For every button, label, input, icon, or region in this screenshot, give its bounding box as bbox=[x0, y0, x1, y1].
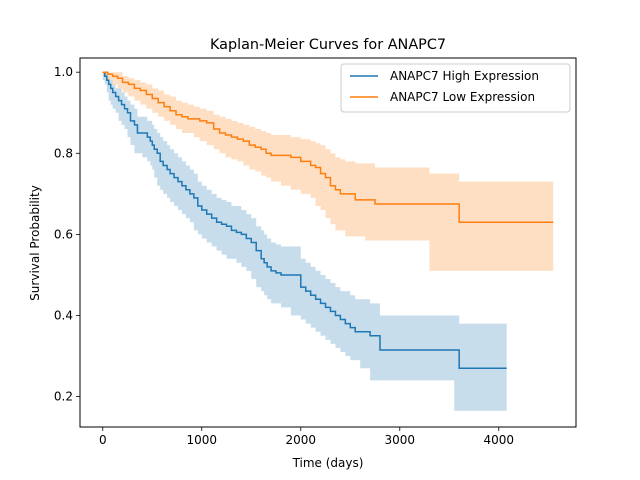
survival-curves bbox=[102, 71, 554, 369]
legend-label-high: ANAPC7 High Expression bbox=[390, 69, 539, 83]
y-tick-label: 1.0 bbox=[54, 65, 73, 79]
y-tick-label: 0.2 bbox=[54, 390, 73, 404]
ci-band-high bbox=[102, 72, 507, 411]
x-tick-label: 2000 bbox=[286, 433, 317, 447]
survival-line-high bbox=[102, 71, 507, 369]
legend-box bbox=[340, 63, 571, 113]
x-tick-label: 4000 bbox=[484, 433, 515, 447]
plot-frame bbox=[79, 57, 577, 428]
x-tick-label: 3000 bbox=[385, 433, 416, 447]
ci-band-low bbox=[102, 72, 554, 271]
y-tick-label: 0.4 bbox=[54, 308, 73, 322]
survival-line-low bbox=[102, 71, 554, 223]
chart-title: Kaplan-Meier Curves for ANAPC7 bbox=[210, 37, 446, 53]
y-tick-label: 0.8 bbox=[54, 146, 73, 160]
y-tick-label: 0.6 bbox=[54, 227, 73, 241]
y-axis-label: Survival Probability bbox=[28, 185, 42, 301]
y-axis-ticks: 0.2 0.4 0.6 0.8 1.0 bbox=[54, 65, 80, 404]
confidence-bands bbox=[102, 72, 554, 411]
legend-label-low: ANAPC7 Low Expression bbox=[390, 90, 535, 104]
x-axis-label: Time (days) bbox=[292, 456, 364, 470]
x-tick-label: 0 bbox=[99, 433, 107, 447]
legend: ANAPC7 High Expression ANAPC7 Low Expres… bbox=[340, 63, 571, 113]
x-tick-label: 1000 bbox=[186, 433, 217, 447]
x-axis-ticks: 0 1000 2000 3000 4000 bbox=[99, 427, 514, 447]
